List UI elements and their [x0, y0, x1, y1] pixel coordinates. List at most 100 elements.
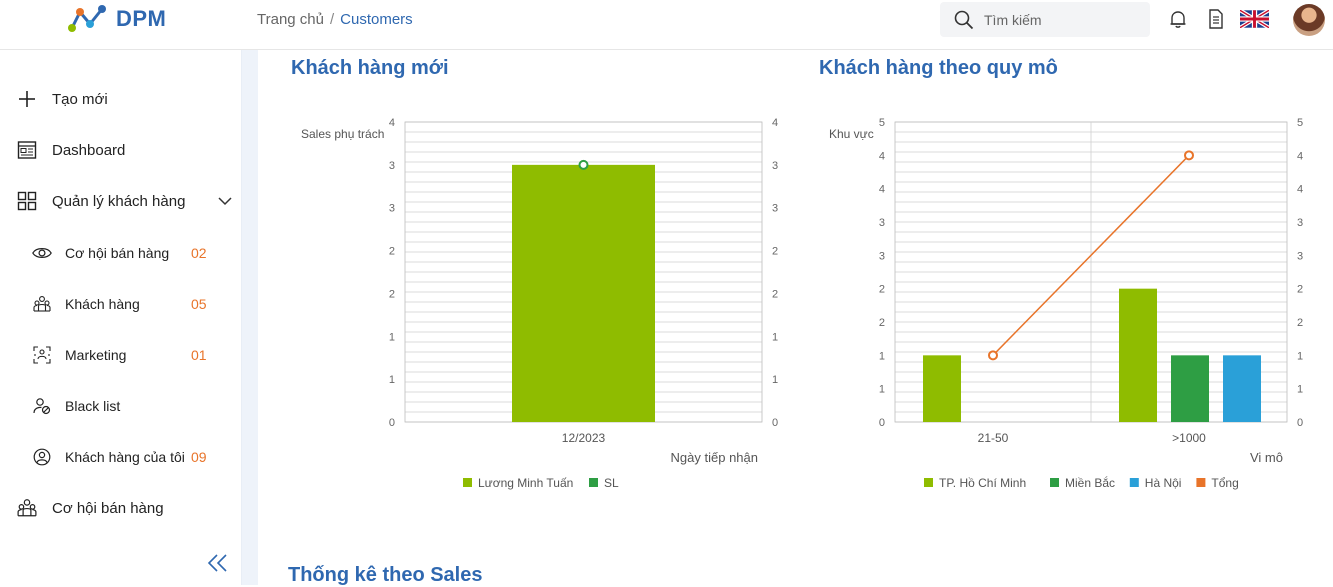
- sidebar-item-customers[interactable]: Khách hàng 05: [32, 294, 212, 314]
- sidebar-item-label: Cơ hội bán hàng: [52, 499, 164, 517]
- sidebar-item-sales-opportunity[interactable]: Cơ hội bán hàng 02: [32, 243, 212, 263]
- bell-icon[interactable]: [1168, 9, 1188, 29]
- y-tick-label-right: 5: [1297, 117, 1303, 129]
- sidebar-item-label: Khách hàng của tôi: [65, 449, 185, 465]
- y-tick-label-right: 1: [772, 374, 778, 386]
- legend-label: Tổng: [1211, 476, 1238, 490]
- y-tick-label: 2: [389, 246, 395, 258]
- y-tick-label: 4: [879, 184, 885, 196]
- y-axis-label: Khu vực: [829, 127, 874, 141]
- y-tick-label-right: 4: [1297, 150, 1303, 162]
- y-tick-label-right: 2: [1297, 284, 1303, 296]
- sidebar-item-my-customers[interactable]: Khách hàng của tôi 09: [32, 447, 212, 467]
- y-tick-label-right: 3: [772, 203, 778, 215]
- logo[interactable]: DPM: [66, 4, 166, 34]
- y-axis-label: Sales phụ trách: [301, 127, 384, 141]
- sidebar-item-black-list[interactable]: Black list: [32, 396, 212, 416]
- sidebar: Tạo mới Dashboard Quản lý khách hàng Cơ …: [0, 50, 242, 585]
- document-icon[interactable]: [1207, 9, 1225, 29]
- y-tick-label: 3: [389, 160, 395, 172]
- line-point: [1184, 150, 1194, 161]
- collapse-sidebar-icon[interactable]: [207, 553, 229, 573]
- y-tick-label: 1: [879, 384, 885, 396]
- y-tick-label: 4: [389, 117, 395, 129]
- sidebar-item-label: Black list: [65, 398, 121, 414]
- search-box[interactable]: [940, 2, 1150, 37]
- breadcrumb: Trang chủ / Customers: [257, 11, 413, 28]
- y-tick-label-right: 1: [1297, 350, 1303, 362]
- sidebar-item-sales-opportunity-main[interactable]: Cơ hội bán hàng: [16, 497, 164, 519]
- x-tick-label: 12/2023: [562, 431, 606, 445]
- y-tick-label: 2: [389, 288, 395, 300]
- dashboard-icon: [16, 139, 38, 161]
- line-point: [988, 350, 998, 361]
- y-tick-label: 1: [389, 374, 395, 386]
- x-tick-label: 21-50: [978, 431, 1009, 445]
- sidebar-item-label: Dashboard: [52, 141, 126, 159]
- series-line: [992, 154, 1190, 356]
- avatar[interactable]: [1293, 4, 1325, 36]
- sidebar-item-label: Quản lý khách hàng: [52, 192, 186, 210]
- logo-icon: [68, 5, 106, 32]
- y-tick-label: 3: [389, 203, 395, 215]
- count-badge: 09: [191, 449, 207, 465]
- legend-label: TP. Hồ Chí Minh: [939, 476, 1026, 490]
- legend-label: Miền Bắc: [1065, 475, 1115, 490]
- y-tick-label-right: 0: [1297, 417, 1303, 429]
- sidebar-item-dashboard[interactable]: Dashboard: [16, 139, 125, 161]
- grid-icon: [16, 190, 38, 212]
- logo-text: DPM: [116, 6, 167, 31]
- y-tick-label-right: 2: [1297, 317, 1303, 329]
- sidebar-item-label: Tạo mới: [52, 90, 108, 108]
- y-tick-label-right: 3: [1297, 250, 1303, 262]
- legend-label: Hà Nội: [1145, 476, 1182, 490]
- bar: [512, 164, 655, 422]
- y-tick-label: 2: [879, 317, 885, 329]
- legend-swatch: [1129, 478, 1139, 487]
- legend-swatch: [924, 478, 933, 487]
- sidebar-item-label: Cơ hội bán hàng: [65, 245, 170, 261]
- count-badge: 02: [191, 245, 207, 261]
- bar: [1223, 355, 1261, 422]
- sidebar-item-create[interactable]: Tạo mới: [16, 88, 108, 110]
- group-icon: [16, 497, 38, 519]
- breadcrumb-home[interactable]: Trang chủ: [257, 11, 324, 28]
- x-tick-label: >1000: [1172, 431, 1206, 445]
- y-tick-label: 5: [879, 117, 885, 129]
- sidebar-item-label: Marketing: [65, 347, 127, 363]
- search-icon[interactable]: [954, 10, 974, 30]
- y-tick-label: 3: [879, 250, 885, 262]
- section-title-new-customers: Khách hàng mới: [291, 57, 449, 79]
- y-tick-label: 4: [879, 150, 885, 162]
- breadcrumb-current[interactable]: Customers: [340, 11, 413, 28]
- y-tick-label-right: 3: [1297, 217, 1303, 229]
- header: DPM Trang chủ / Customers: [0, 0, 1333, 50]
- sidebar-item-customer-management[interactable]: Quản lý khách hàng: [16, 190, 185, 212]
- y-tick-label-right: 2: [772, 246, 778, 258]
- legend-label: SL: [604, 476, 619, 490]
- sidebar-item-label: Khách hàng: [65, 296, 140, 312]
- legend-swatch: [1050, 478, 1059, 487]
- group-icon: [32, 294, 52, 314]
- y-tick-label-right: 4: [1297, 184, 1303, 196]
- line-point: [578, 159, 589, 170]
- chart-customers-by-size: 0 1 1 2 2 3 3 4 4 5 0 1 1 2 2 3 3 4 4 5 21-50 >1000 Khu vực Vi …: [829, 117, 1303, 490]
- y-tick-label-right: 0: [772, 417, 778, 429]
- count-badge: 05: [191, 296, 207, 312]
- uk-flag-icon[interactable]: [1240, 10, 1269, 28]
- legend-swatch: [1196, 478, 1206, 487]
- section-title-stats-by-sales: Thống kê theo Sales: [288, 564, 483, 586]
- y-tick-label: 3: [879, 217, 885, 229]
- legend-swatch: [463, 478, 472, 487]
- bar: [1119, 288, 1157, 422]
- bar: [1171, 355, 1209, 422]
- chevron-down-icon[interactable]: [218, 196, 232, 206]
- y-tick-label: 0: [389, 417, 395, 429]
- plus-icon: [16, 88, 38, 110]
- sidebar-item-marketing[interactable]: Marketing 01: [32, 345, 212, 365]
- search-input[interactable]: [984, 11, 1134, 28]
- bar: [923, 355, 961, 422]
- y-tick-label: 0: [879, 417, 885, 429]
- y-tick-label-right: 3: [772, 160, 778, 172]
- breadcrumb-separator: /: [329, 11, 335, 28]
